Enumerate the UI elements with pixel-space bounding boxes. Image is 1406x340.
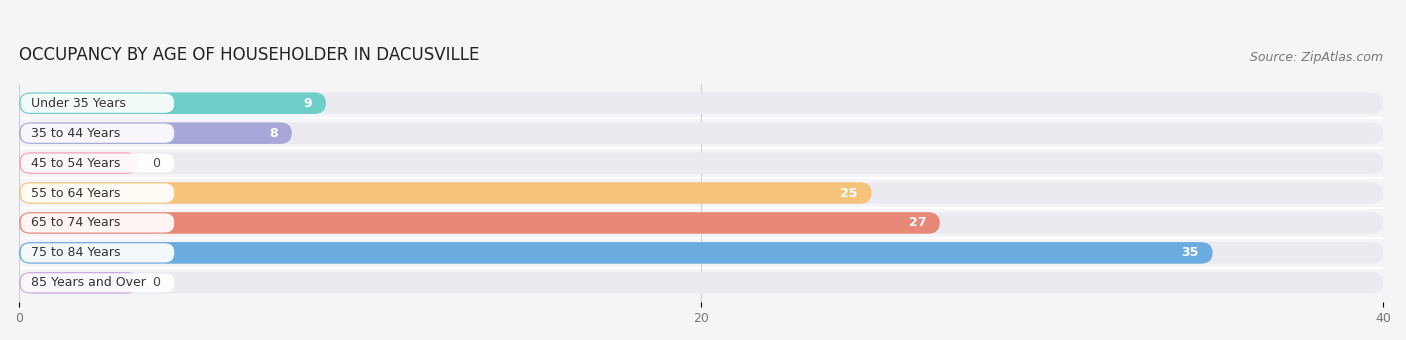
- FancyBboxPatch shape: [20, 242, 1212, 264]
- Text: 8: 8: [270, 127, 278, 140]
- Text: 35 to 44 Years: 35 to 44 Years: [31, 127, 120, 140]
- FancyBboxPatch shape: [20, 122, 292, 144]
- FancyBboxPatch shape: [20, 212, 1384, 234]
- Text: OCCUPANCY BY AGE OF HOUSEHOLDER IN DACUSVILLE: OCCUPANCY BY AGE OF HOUSEHOLDER IN DACUS…: [20, 46, 479, 64]
- FancyBboxPatch shape: [21, 273, 174, 292]
- Text: 85 Years and Over: 85 Years and Over: [31, 276, 146, 289]
- FancyBboxPatch shape: [20, 92, 326, 114]
- FancyBboxPatch shape: [20, 152, 138, 174]
- FancyBboxPatch shape: [21, 94, 174, 113]
- Text: 0: 0: [152, 157, 160, 170]
- FancyBboxPatch shape: [21, 243, 174, 262]
- FancyBboxPatch shape: [21, 184, 174, 203]
- FancyBboxPatch shape: [20, 212, 939, 234]
- FancyBboxPatch shape: [21, 153, 174, 173]
- Text: 25: 25: [841, 187, 858, 200]
- FancyBboxPatch shape: [20, 242, 1384, 264]
- Text: 65 to 74 Years: 65 to 74 Years: [31, 217, 121, 230]
- FancyBboxPatch shape: [20, 182, 872, 204]
- Text: 55 to 64 Years: 55 to 64 Years: [31, 187, 121, 200]
- FancyBboxPatch shape: [20, 182, 1384, 204]
- FancyBboxPatch shape: [20, 152, 1384, 174]
- FancyBboxPatch shape: [20, 122, 1384, 144]
- FancyBboxPatch shape: [20, 92, 1384, 114]
- Text: Under 35 Years: Under 35 Years: [31, 97, 125, 110]
- FancyBboxPatch shape: [21, 214, 174, 233]
- Text: 75 to 84 Years: 75 to 84 Years: [31, 246, 121, 259]
- FancyBboxPatch shape: [20, 272, 138, 294]
- Text: 45 to 54 Years: 45 to 54 Years: [31, 157, 121, 170]
- Text: Source: ZipAtlas.com: Source: ZipAtlas.com: [1250, 51, 1384, 64]
- Text: 9: 9: [304, 97, 312, 110]
- FancyBboxPatch shape: [20, 272, 1384, 294]
- Text: 0: 0: [152, 276, 160, 289]
- Text: 35: 35: [1181, 246, 1199, 259]
- FancyBboxPatch shape: [21, 123, 174, 143]
- Text: 27: 27: [908, 217, 927, 230]
